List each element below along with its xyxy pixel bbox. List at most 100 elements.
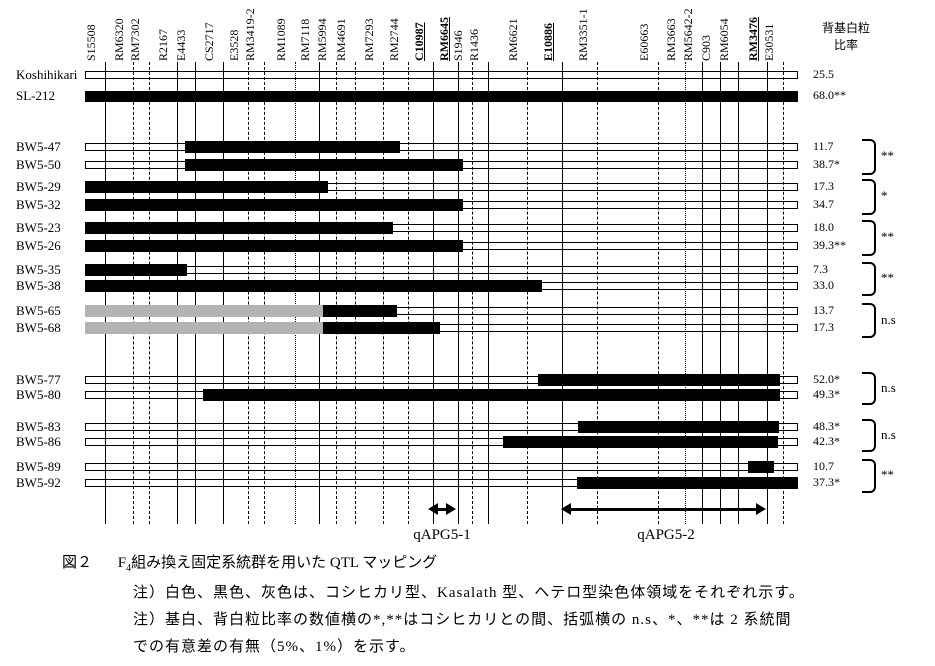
marker-line-E10886 [562,62,563,524]
genotype-bar-BW5-47 [85,141,798,153]
pair-bracket-8 [862,459,876,493]
note-line-1: 注）白色、黒色、灰色は、コシヒカリ型、Kasalath 型、ヘテロ型染色体領域を… [133,585,805,601]
value-BW5-32: 34.7 [813,197,834,211]
genotype-bar-BW5-32 [85,199,798,211]
note-line-2: 注）基白、背白粒比率の数値横の*,**はコシヒカリとの間、括弧横の n.s、*、… [133,612,792,628]
marker-line-E60663 [658,62,659,524]
pair-bracket-2 [862,179,876,215]
line-name-BW5-29: BW5-29 [16,179,61,194]
genotype-bar-SL-212 [85,91,798,102]
marker-line-S15508 [105,62,106,524]
marker-line-CS2717 [223,62,224,524]
marker-line-RM1089 [295,62,296,524]
genotype-bar-BW5-92 [85,477,798,489]
qtl-arrow-qAPG5-1 [428,503,456,515]
marker-line-RM3476 [767,62,768,524]
marker-label-RM7293: RM7293 [362,18,376,61]
significance-label-5: n.s [881,312,896,327]
marker-line-RM3419-2 [264,62,265,524]
value-BW5-29: 17.3 [813,179,834,193]
marker-line-RM7293 [383,62,384,524]
marker-label-RM6054: RM6054 [717,18,731,61]
value-BW5-83: 48.3* [813,419,840,433]
genotype-bar-BW5-23 [85,222,798,234]
segment-black-BW5-26-0 [85,240,463,252]
marker-label-E60663: E60663 [637,23,651,61]
pair-bracket-3 [862,220,876,256]
line-name-BW5-92: BW5-92 [16,475,61,490]
marker-line-R2167 [177,62,178,524]
genotype-bar-BW5-68 [85,322,798,334]
significance-label-6: n.s [881,380,896,395]
value-BW5-86: 42.3* [813,434,840,448]
marker-label-E4433: E4433 [174,29,188,61]
pair-bracket-5 [862,303,876,338]
segment-black-BW5-86-1 [503,436,778,448]
pair-bracket-4 [862,262,876,296]
marker-line-E30531 [783,62,784,524]
marker-line-RM6621 [527,62,528,524]
value-BW5-65: 13.7 [813,303,834,317]
value-column-header: 背基白粒 比率 [802,20,890,54]
value-BW5-80: 49.3* [813,387,840,401]
note-line-3: での有意差の有無（5%、1%）を示す。 [133,639,416,655]
marker-label-C903: C903 [699,34,713,61]
value-column-header-line1: 背基白粒 [821,21,870,35]
segment-black-BW5-80-1 [203,389,780,401]
genotype-bar-BW5-83 [85,421,798,433]
significance-label-3: ** [881,229,894,244]
value-column-header-line2: 比率 [833,38,858,52]
qtl-arrow-shaft-qAPG5-2 [565,507,762,511]
caption-text: 組み換え固定系統群を用いた QTL マッピング [131,555,438,571]
line-name-BW5-89: BW5-89 [16,459,61,474]
segment-black-BW5-47-1 [185,141,400,153]
line-name-Koshihikari: Koshihikari [16,67,78,82]
figure-number: 図２ [62,555,93,571]
marker-label-C10987: C10987 [412,22,426,61]
value-BW5-50: 38.7* [813,157,840,171]
marker-line-RM6320 [133,62,134,524]
marker-label-CS2717: CS2717 [202,22,216,61]
genotype-bar-BW5-89 [85,461,798,473]
marker-label-RM6645: RM6645 [437,17,451,61]
line-name-SL-212: SL-212 [16,88,55,103]
line-name-BW5-83: BW5-83 [16,419,61,434]
caption-f: F [117,555,127,571]
marker-label-RM5642-2: RM5642-2 [681,8,695,61]
line-name-BW5-80: BW5-80 [16,387,61,402]
marker-line-RM7302 [149,62,150,524]
pair-bracket-7 [862,419,876,452]
marker-line-RM3351-1 [597,62,598,524]
line-name-BW5-86: BW5-86 [16,434,61,449]
marker-line-RM3663 [685,62,686,524]
line-name-BW5-35: BW5-35 [16,262,61,277]
caption-subscript: 4 [126,563,132,574]
value-BW5-23: 18.0 [813,220,834,234]
genotype-bar-Koshihikari [85,71,798,79]
significance-label-2: * [881,188,888,203]
marker-line-RM2744 [408,62,409,524]
genotype-bar-BW5-26 [85,240,798,252]
figure-caption: 図２ F4組み換え固定系統群を用いた QTL マッピング [62,551,437,574]
segment-black-BW5-29-0 [85,181,328,193]
segment-gray-BW5-65-0 [85,305,323,317]
value-Koshihikari: 25.5 [813,67,834,81]
qtl-region-label-qAPG5-2: qAPG5-2 [637,527,695,543]
line-name-BW5-65: BW5-65 [16,303,61,318]
marker-line-R1436 [488,62,489,524]
line-name-BW5-32: BW5-32 [16,197,61,212]
marker-label-RM3351-1: RM3351-1 [576,8,590,61]
value-BW5-77: 52.0* [813,372,840,386]
marker-line-RM5642-2 [702,62,703,524]
marker-label-E30531: E30531 [762,23,776,61]
marker-label-S1946: S1946 [451,30,465,61]
marker-label-RM4691: RM4691 [334,18,348,61]
genotype-bar-BW5-80 [85,389,798,401]
genotype-bar-BW5-77 [85,374,798,386]
segment-black-BW5-50-1 [185,159,463,171]
marker-label-RM6621: RM6621 [506,18,520,61]
pair-bracket-6 [862,372,876,405]
segment-black-BW5-35-0 [85,264,187,276]
